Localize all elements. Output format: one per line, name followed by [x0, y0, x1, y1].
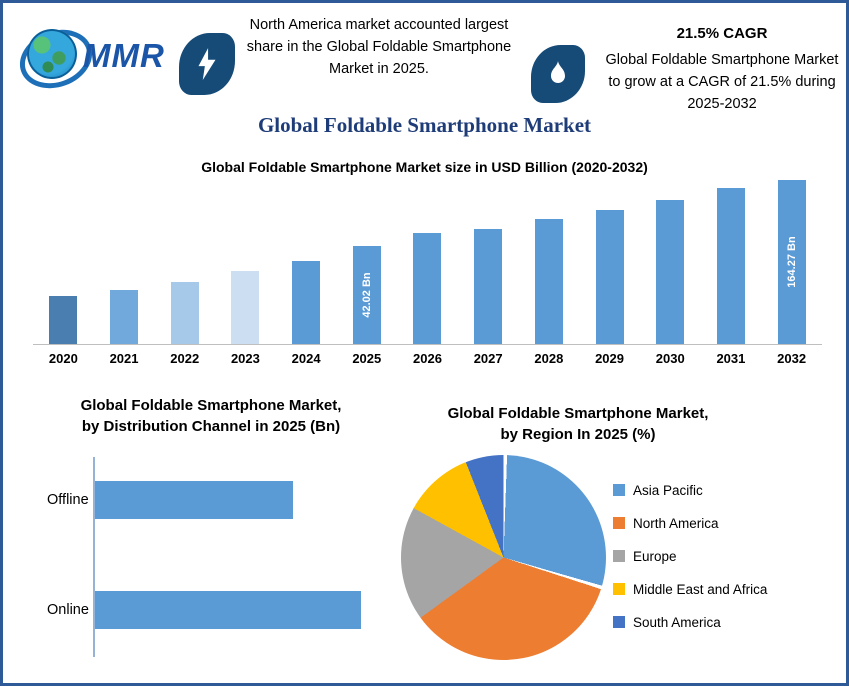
bar-2028 — [534, 219, 563, 344]
legend-label: North America — [633, 515, 719, 531]
bar-slot — [519, 219, 580, 344]
dist-bar-offline — [95, 481, 293, 519]
bar-2021 — [110, 290, 139, 344]
bar-2025: 42.02 Bn — [352, 246, 381, 344]
bar-slot — [154, 282, 215, 344]
cagr-heading: 21.5% CAGR — [676, 25, 768, 42]
legend-swatch — [613, 616, 625, 628]
dist-category-label: Offline — [47, 492, 89, 508]
bar-slot — [215, 271, 276, 344]
bar-2023 — [231, 271, 260, 344]
bar-2029 — [595, 210, 624, 344]
bar-2030 — [656, 200, 685, 344]
bar-slot — [640, 200, 701, 344]
x-axis-label: 2021 — [109, 351, 139, 366]
bar-slot: 164.27 Bn — [761, 180, 822, 344]
dist-category-label: Online — [47, 602, 89, 618]
pie-legend: Asia Pacific North America Europe Middle Ea… — [613, 480, 767, 632]
legend-item: Middle East and Africa — [613, 579, 767, 599]
x-axis-label: 2023 — [230, 351, 260, 366]
x-axis-label: 2024 — [291, 351, 321, 366]
bar-slot — [579, 210, 640, 344]
x-axis-label: 2030 — [655, 351, 685, 366]
bar-slot: 42.02 Bn — [336, 246, 397, 344]
bar-2026 — [413, 233, 442, 344]
bar-chart-bars: 42.02 Bn 164.27 Bn — [33, 180, 822, 344]
legend-swatch — [613, 484, 625, 496]
bar-2032: 164.27 Bn — [777, 180, 806, 344]
bar-slot — [94, 290, 155, 344]
bar-2024 — [292, 261, 321, 344]
bar-slot — [276, 261, 337, 344]
legend-item: South America — [613, 612, 767, 632]
pie-chart-title: Global Foldable Smartphone Market, by Re… — [413, 403, 743, 445]
x-axis-label: 2026 — [413, 351, 442, 366]
bar-2027 — [474, 229, 503, 344]
dist-axis-line — [93, 457, 95, 657]
bar-slot — [33, 296, 94, 344]
title-line: Global Foldable Smartphone Market, — [447, 405, 709, 422]
dist-row: Offline — [31, 481, 293, 519]
bar-slot — [397, 233, 458, 344]
bar-chart-title: Global Foldable Smartphone Market size i… — [201, 159, 648, 175]
legend-swatch — [613, 583, 625, 595]
dist-chart: Offline Online — [31, 455, 411, 665]
mmr-logo: MMR — [11, 13, 187, 98]
lightning-icon — [179, 33, 235, 95]
bar-value-label: 42.02 Bn — [360, 272, 373, 318]
legend-label: Europe — [633, 548, 677, 564]
title-line: by Region In 2025 (%) — [500, 426, 656, 443]
bar-chart-x-labels: 2020 2021 2022 2023 2024 2025 2026 2027 2028 2029… — [33, 351, 822, 366]
legend-label: South America — [633, 614, 721, 630]
lightning-glyph — [198, 48, 216, 80]
dist-row: Online — [31, 591, 361, 629]
x-axis-label: 2020 — [48, 351, 78, 366]
flame-glyph — [551, 61, 565, 83]
page-title: Global Foldable Smartphone Market — [257, 113, 592, 137]
title-line: by Distribution Channel in 2025 (Bn) — [81, 418, 341, 435]
x-axis-label: 2027 — [473, 351, 503, 366]
x-axis-line — [33, 344, 822, 345]
x-axis-label: 2029 — [595, 351, 624, 366]
x-axis-label: 2032 — [777, 351, 807, 366]
cagr-block: 21.5% CAGR Global Foldable Smartphone Ma… — [599, 25, 845, 115]
legend-item: Europe — [613, 546, 767, 566]
bar-2022 — [170, 282, 199, 344]
globe-icon — [27, 29, 77, 79]
legend-swatch — [613, 517, 625, 529]
legend-item: Asia Pacific — [613, 480, 767, 500]
bar-value-label: 164.27 Bn — [785, 236, 798, 288]
x-axis-label: 2025 — [352, 351, 382, 366]
x-axis-label: 2031 — [716, 351, 746, 366]
legend-swatch — [613, 550, 625, 562]
bar-slot — [458, 229, 519, 344]
logo-text: MMR — [83, 37, 165, 74]
x-axis-label: 2022 — [170, 351, 200, 366]
legend-label: Asia Pacific — [633, 482, 703, 498]
bar-slot — [701, 188, 762, 344]
flame-icon — [531, 45, 585, 103]
title-line: Global Foldable Smartphone Market, — [80, 397, 342, 414]
dist-bar-online — [95, 591, 361, 629]
pie-chart — [401, 455, 606, 660]
right-callout: Global Foldable Smartphone Market to gro… — [605, 52, 839, 112]
legend-label: Middle East and Africa — [633, 581, 768, 597]
legend-item: North America — [613, 513, 767, 533]
dist-chart-title: Global Foldable Smartphone Market, by Di… — [21, 395, 401, 437]
bar-2031 — [716, 188, 745, 344]
x-axis-label: 2028 — [534, 351, 564, 366]
left-callout: North America market accounted largest s… — [246, 17, 512, 77]
bar-2020 — [49, 296, 78, 344]
